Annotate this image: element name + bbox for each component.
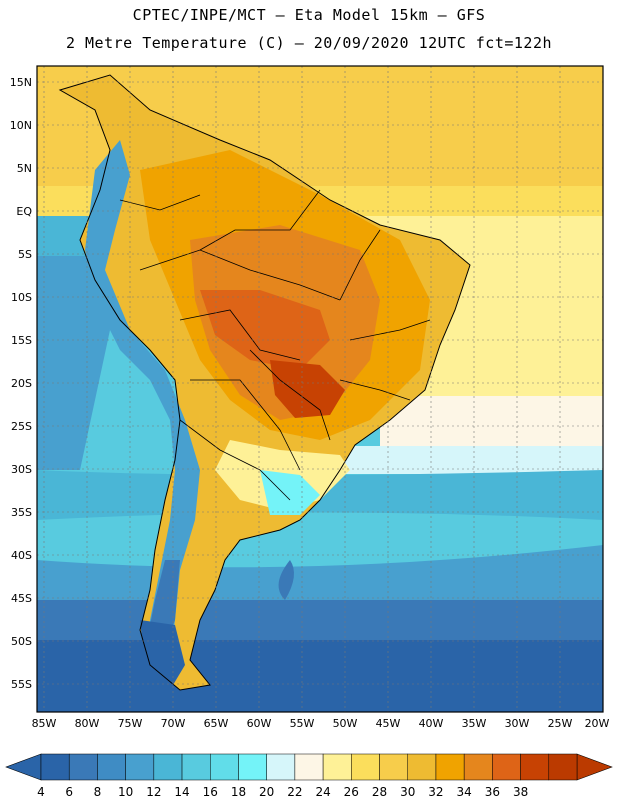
legend-color-box [294, 753, 324, 781]
lat-label: 15N [10, 76, 32, 89]
lat-label: 10N [10, 119, 32, 132]
lon-label: 70W [161, 717, 186, 730]
legend-color-box [520, 753, 550, 781]
lon-label: 75W [118, 717, 143, 730]
map-frame [36, 65, 604, 713]
legend-level-label: 18 [231, 785, 246, 799]
lon-label: 25W [548, 717, 573, 730]
legend-tick-labels: 4 6 8 10 12 14 16 18 20 22 24 26 28 30 32 34 36 38 [37, 785, 528, 799]
lat-label: 25S [11, 420, 32, 433]
lon-label: 40W [419, 717, 444, 730]
legend-level-label: 38 [513, 785, 528, 799]
map-title-line-1: CPTEC/INPE/MCT – Eta Model 15km – GFS [132, 6, 486, 24]
legend-level-label: 8 [94, 785, 102, 799]
legend-color-box [238, 753, 267, 781]
legend-level-label: 36 [485, 785, 500, 799]
legend-level-label: 32 [428, 785, 443, 799]
legend-color-box [492, 753, 521, 781]
legend-color-box [40, 753, 70, 781]
legend-color-box [210, 753, 239, 781]
legend-color-box [407, 753, 437, 781]
lon-label: 30W [505, 717, 530, 730]
legend-color-box [322, 753, 352, 781]
legend-level-label: 12 [146, 785, 161, 799]
legend-level-label: 10 [118, 785, 133, 799]
legend-level-label: 24 [315, 785, 330, 799]
legend-color-boxes [40, 753, 578, 781]
legend-color-box [351, 753, 380, 781]
lat-label: 10S [11, 291, 32, 304]
lon-label: 85W [32, 717, 57, 730]
legend-color-box [125, 753, 155, 781]
legend-level-label: 16 [203, 785, 218, 799]
coastline [58, 74, 471, 691]
lon-label: 65W [204, 717, 229, 730]
legend-level-label: 6 [65, 785, 73, 799]
lat-label: EQ [16, 205, 32, 218]
legend-level-label: 14 [174, 785, 189, 799]
legend-color-box [435, 753, 465, 781]
lat-label: 5S [18, 248, 32, 261]
legend-color-box [463, 753, 493, 781]
legend-color-box [548, 753, 578, 781]
lat-label: 45S [11, 592, 32, 605]
graticule [37, 66, 603, 712]
map-field [37, 66, 603, 712]
map-title-line-2: 2 Metre Temperature (C) – 20/09/2020 12U… [65, 34, 553, 52]
lat-label: 30S [11, 463, 32, 476]
latitude-labels: 15N 10N 5N EQ 5S 10S 15S 20S 25S 30S 35S… [10, 76, 33, 691]
legend-over-arrow [576, 753, 613, 781]
legend-level-label: 34 [457, 785, 472, 799]
legend-color-box [68, 753, 98, 781]
legend-color-box [97, 753, 126, 781]
lat-label: 15S [11, 334, 32, 347]
lat-label: 40S [11, 549, 32, 562]
country-borders [119, 189, 431, 501]
lon-label: 80W [75, 717, 100, 730]
lon-label: 20W [585, 717, 610, 730]
lat-label: 50S [11, 635, 32, 648]
legend-color-box [153, 753, 183, 781]
longitude-labels: 85W 80W 75W 70W 65W 60W 55W 50W 45W 40W … [32, 717, 610, 730]
legend-level-label: 30 [400, 785, 415, 799]
lon-label: 60W [247, 717, 272, 730]
legend-level-label: 22 [287, 785, 302, 799]
lon-label: 45W [376, 717, 401, 730]
legend-level-label: 4 [37, 785, 45, 799]
legend-level-label: 20 [259, 785, 274, 799]
lat-label: 20S [11, 377, 32, 390]
lat-label: 5N [17, 162, 32, 175]
lon-label: 35W [462, 717, 487, 730]
legend-color-box [266, 753, 296, 781]
legend-level-label: 28 [372, 785, 387, 799]
lat-label: 35S [11, 506, 32, 519]
lon-label: 50W [333, 717, 358, 730]
legend-color-box [181, 753, 211, 781]
legend-under-arrow [5, 753, 42, 781]
lon-label: 55W [290, 717, 315, 730]
legend-level-label: 26 [344, 785, 359, 799]
color-legend: 4 6 8 10 12 14 16 18 20 22 24 26 28 30 32 34 36 38 [5, 753, 613, 799]
legend-color-box [379, 753, 408, 781]
lat-label: 55S [11, 678, 32, 691]
